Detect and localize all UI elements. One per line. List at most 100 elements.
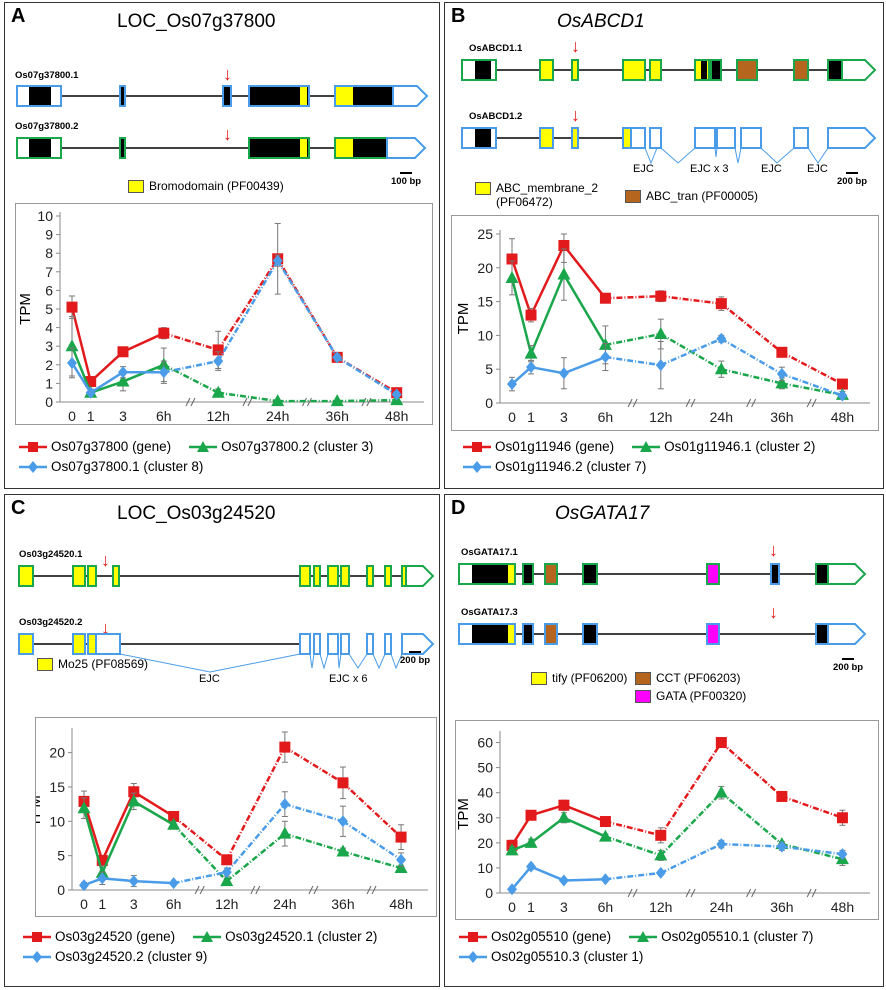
x-tick-label: 36h — [331, 896, 354, 912]
series-line-segment — [122, 332, 165, 353]
series-line-segment — [511, 366, 532, 386]
x-tick-label: 12h — [649, 899, 672, 915]
domain-legend: ABC_membrane_2 (PF06472) — [475, 181, 603, 209]
ejc-label: EJC — [633, 163, 654, 175]
y-tick-label: 5 — [485, 361, 493, 377]
x-tick-label: 24h — [273, 896, 296, 912]
data-point-gene — [85, 376, 97, 388]
axis-break-mark — [685, 398, 696, 408]
domain-name: ABC_tran (PF00005) — [646, 189, 759, 203]
data-point-cluster — [776, 367, 787, 380]
transcript-name: OsGATA17.3 — [461, 607, 518, 618]
series-line-segment — [163, 359, 219, 374]
y-tick-label: 25 — [477, 226, 493, 242]
legend-label: Os07g37800.1 (cluster 8) — [51, 459, 204, 474]
series-line-segment — [720, 791, 783, 846]
x-tick-label: 24h — [266, 408, 289, 424]
domain-name: GATA (PF00320) — [656, 689, 747, 703]
expression-chart: 0 5 10 15 20 25 TPM 0 1 3 6h 12h 24h 36h 48h — [451, 215, 879, 431]
data-point-gene — [221, 854, 233, 866]
series-line-segment — [781, 845, 843, 856]
series-line-segment — [781, 795, 843, 819]
data-point-gene — [279, 741, 291, 753]
data-point-cluster — [600, 873, 611, 886]
y-tick-label: 10 — [477, 860, 493, 876]
x-tick-label: 1 — [527, 409, 535, 425]
data-point-cluster — [336, 844, 350, 857]
y-axis-label: TPM — [36, 795, 44, 827]
legend-item-gene: Os03g24520 (gene) — [23, 929, 175, 944]
data-point-cluster — [557, 810, 571, 823]
series-line-segment — [163, 363, 219, 394]
data-point-gene — [96, 854, 108, 866]
y-tick-label: 10 — [49, 813, 65, 829]
data-point-cluster — [526, 860, 537, 873]
legend-item-cluster: Os02g05510.1 (cluster 7) — [629, 929, 813, 944]
x-tick-label: 0 — [80, 896, 88, 912]
series-line-segment — [529, 244, 566, 316]
gene-structure-diagram — [458, 563, 867, 645]
data-point-cluster — [505, 270, 519, 283]
data-point-cluster — [337, 815, 348, 828]
series-line-segment — [720, 302, 783, 354]
gene-title: LOC_Os07g37800 — [117, 11, 276, 32]
series-line-segment — [659, 741, 723, 837]
scale-label: 200 bp — [837, 176, 868, 187]
y-tick-label: 15 — [477, 294, 493, 310]
series-line-segment — [82, 807, 104, 874]
data-point-cluster — [79, 879, 89, 892]
data-point-cluster — [557, 267, 571, 280]
transcript-model-2 — [458, 623, 867, 645]
data-point-gene — [395, 831, 407, 843]
axis-break-mark — [685, 888, 696, 898]
series-line-segment — [781, 382, 843, 397]
domain-swatch — [635, 690, 651, 703]
domain-legend: ABC_tran (PF00005) — [625, 189, 758, 203]
y-axis-label: TPM — [17, 293, 34, 325]
series-line-segment — [225, 803, 286, 873]
series-line-segment — [605, 355, 661, 367]
data-point-cluster — [77, 801, 91, 814]
domain-name: CCT (PF06203) — [656, 671, 741, 685]
red-arrow-icon: ↓ — [769, 540, 778, 560]
y-tick-label: 0 — [485, 885, 493, 901]
data-point-cluster — [837, 848, 848, 861]
data-point-gene — [836, 812, 848, 824]
data-point-gene — [776, 346, 788, 358]
data-point-gene — [525, 309, 537, 321]
transcript-model-2 — [16, 137, 427, 159]
series-line-segment — [605, 294, 661, 300]
series-line-segment — [721, 367, 783, 385]
transcript-name: Os03g24520.1 — [19, 549, 83, 560]
panel-label: C — [11, 497, 26, 519]
data-point-gene — [836, 378, 848, 390]
transcript-name: Os07g37800.2 — [15, 121, 79, 132]
series-line-segment — [70, 345, 92, 394]
data-point-gene — [506, 253, 518, 265]
series-line-segment — [659, 791, 723, 857]
x-tick-label: 48h — [385, 408, 408, 424]
domain-swatch — [625, 190, 641, 203]
legend-label: Os01g11946.2 (cluster 7) — [495, 459, 647, 474]
scale-bar: 200 bp — [833, 658, 863, 673]
data-point-cluster — [654, 848, 668, 861]
data-point-cluster — [221, 866, 232, 879]
chart-legend: Os01g11946 (gene) Os01g11946.1 (cluster … — [463, 439, 815, 479]
series-line-segment — [605, 871, 661, 881]
data-point-cluster — [654, 327, 668, 340]
x-tick-label: 36h — [770, 899, 793, 915]
panel-label: A — [11, 5, 26, 27]
x-tick-label: 24h — [710, 899, 733, 915]
legend-item-cluster: Os01g11946.2 (cluster 7) — [463, 459, 646, 474]
red-arrow-icon: ↓ — [223, 64, 232, 84]
legend-item-cluster: Os03g24520.2 (cluster 9) — [23, 949, 207, 964]
y-axis-label: TPM — [456, 798, 472, 830]
series-line-segment — [70, 362, 92, 394]
data-point-gene — [599, 292, 611, 304]
domain-swatch — [37, 658, 53, 671]
legend-item-cluster: Os01g11946.1 (cluster 2) — [632, 439, 815, 454]
series-line-segment — [217, 258, 279, 351]
data-point-cluster — [168, 877, 179, 890]
series-line-segment — [563, 804, 606, 823]
transcript-name: OsGATA17.1 — [461, 547, 518, 558]
